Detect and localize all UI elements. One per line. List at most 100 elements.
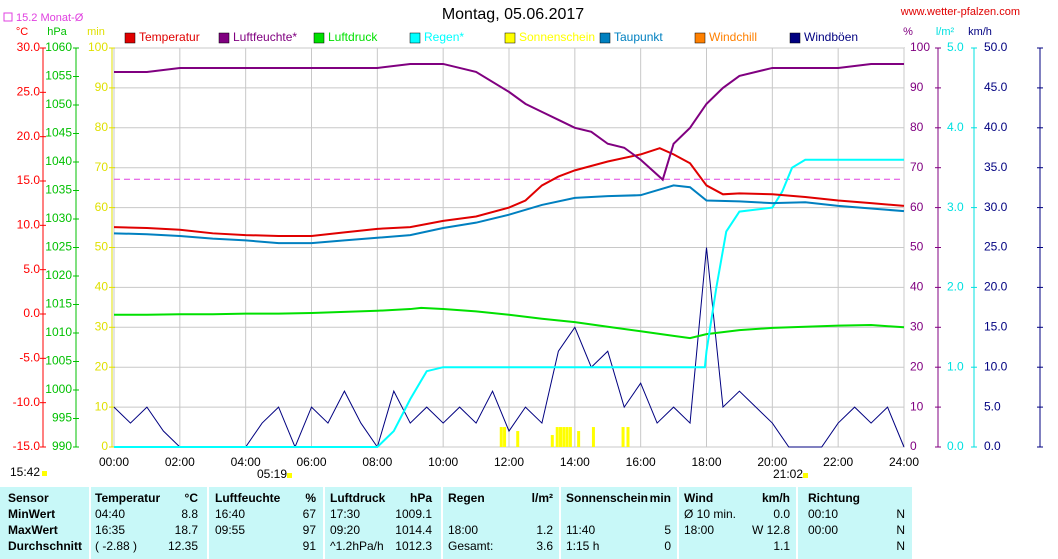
x-tick-label: 10:00 (428, 455, 458, 469)
table-cell: 12.35 (168, 539, 198, 553)
y-tick-label: 70 (95, 160, 109, 174)
x-tick-label: 08:00 (362, 455, 392, 469)
table-cell: 0 (664, 539, 671, 553)
legend-label: Regen* (424, 30, 464, 44)
y-tick-label: 1050 (45, 97, 72, 111)
y-tick-label: 20 (910, 359, 924, 373)
y-tick-label: 100 (88, 40, 108, 54)
y-tick-label: 5.0 (984, 399, 1001, 413)
x-tick-label: 12:00 (494, 455, 524, 469)
y-tick-label: 40 (910, 280, 924, 294)
x-tick-label: 14:00 (560, 455, 590, 469)
table-cell: 1.2 (536, 523, 553, 537)
x-tick-label: 22:00 (823, 455, 853, 469)
x-tick-label: 02:00 (165, 455, 195, 469)
sunshine-bar (626, 427, 630, 447)
axis-unit: % (903, 26, 913, 38)
table-cell: 17:30 (330, 507, 360, 521)
legend-label: Windchill (709, 30, 757, 44)
table-cell: W 12.8 (752, 523, 790, 537)
sunshine-bar (550, 435, 554, 447)
table-cell: hPa (410, 491, 432, 505)
table-cell: Temperatur (95, 491, 160, 505)
table-cell: MaxWert (8, 523, 58, 537)
table-cell: 18:00 (448, 523, 478, 537)
series-line (114, 158, 904, 448)
sun-icon (42, 471, 47, 476)
y-tick-label: -5.0 (19, 351, 40, 365)
y-tick-label: 0.0 (947, 439, 964, 453)
y-tick-label: 1005 (45, 354, 72, 368)
y-tick-label: 30 (95, 319, 109, 333)
table-cell: N (896, 523, 905, 537)
table-cell: 11:40 (566, 523, 595, 537)
y-tick-label: 5.0 (947, 40, 964, 54)
y-tick-label: 30.0 (17, 40, 41, 54)
series-line (113, 147, 905, 237)
legend-swatch (124, 32, 136, 44)
table-cell: Luftdruck (330, 491, 386, 505)
y-tick-label: 50.0 (984, 40, 1008, 54)
axis-unit: °C (16, 26, 28, 38)
legend-label: Windböen (804, 30, 858, 44)
table-cell: % (305, 491, 316, 505)
x-tick-label: 24:00 (889, 455, 919, 469)
y-tick-label: 20.0 (17, 129, 41, 143)
sunshine-bar (577, 431, 581, 447)
table-cell: N (896, 539, 905, 553)
table-cell: °C (185, 491, 199, 505)
x-tick-label: 18:00 (691, 455, 721, 469)
y-tick-label: 90 (910, 80, 924, 94)
y-tick-label: 70 (910, 160, 924, 174)
y-tick-label: -15.0 (13, 439, 41, 453)
table-cell: 09:55 (215, 523, 245, 537)
y-tick-label: -10.0 (13, 395, 41, 409)
x-tick-label: 04:00 (231, 455, 261, 469)
y-tick-label: 15.0 (984, 319, 1008, 333)
sunshine-bar (591, 427, 595, 447)
y-tick-label: 1015 (45, 297, 72, 311)
y-tick-label: 1020 (45, 268, 72, 282)
y-tick-label: 60 (95, 200, 109, 214)
legend-label: Sonnenschein (519, 30, 595, 44)
table-cell: Gesamt: (448, 539, 493, 553)
y-tick-label: 60 (910, 200, 924, 214)
y-tick-label: 80 (95, 120, 109, 134)
y-tick-label: 10.0 (984, 359, 1008, 373)
table-cell: Richtung (808, 491, 860, 505)
table-cell: Sonnenschein (566, 491, 648, 505)
y-tick-label: 995 (52, 411, 72, 425)
y-tick-label: 50 (910, 240, 924, 254)
x-tick-label: 20:00 (757, 455, 787, 469)
table-cell: 18.7 (175, 523, 199, 537)
table-cell: 16:40 (215, 507, 245, 521)
axis-unit: hPa (47, 26, 67, 38)
chart-title: Montag, 05.06.2017 (442, 6, 584, 23)
y-tick-label: 0 (101, 439, 108, 453)
sunshine-bar (621, 427, 625, 447)
y-tick-label: 1060 (45, 40, 72, 54)
table-cell: 5 (664, 523, 671, 537)
y-tick-label: 40.0 (984, 120, 1008, 134)
legend-label: Taupunkt (614, 30, 663, 44)
y-tick-label: 1035 (45, 183, 72, 197)
y-tick-label: 3.0 (947, 200, 964, 214)
legend-swatch (409, 32, 421, 44)
axis-unit: l/m² (936, 26, 955, 38)
sunshine-bar (499, 427, 503, 447)
y-tick-label: 990 (52, 439, 72, 453)
y-tick-label: 1000 (45, 382, 72, 396)
table-cell: ( -2.88 ) (95, 539, 137, 553)
table-cell: min (650, 491, 671, 505)
table-cell: 8.8 (181, 507, 198, 521)
table-cell: 91 (303, 539, 317, 553)
mean-label: 15.2 Monat-Ø (16, 12, 84, 24)
table-cell: 67 (303, 507, 317, 521)
y-tick-label: 0.0 (984, 439, 1001, 453)
table-cell: N (896, 507, 905, 521)
sunshine-bar (516, 431, 520, 447)
table-cell: 1.1 (773, 539, 790, 553)
table-cell: 97 (303, 523, 317, 537)
site-link: www.wetter-pfalzen.com (900, 6, 1020, 18)
y-tick-label: 4.0 (947, 120, 964, 134)
